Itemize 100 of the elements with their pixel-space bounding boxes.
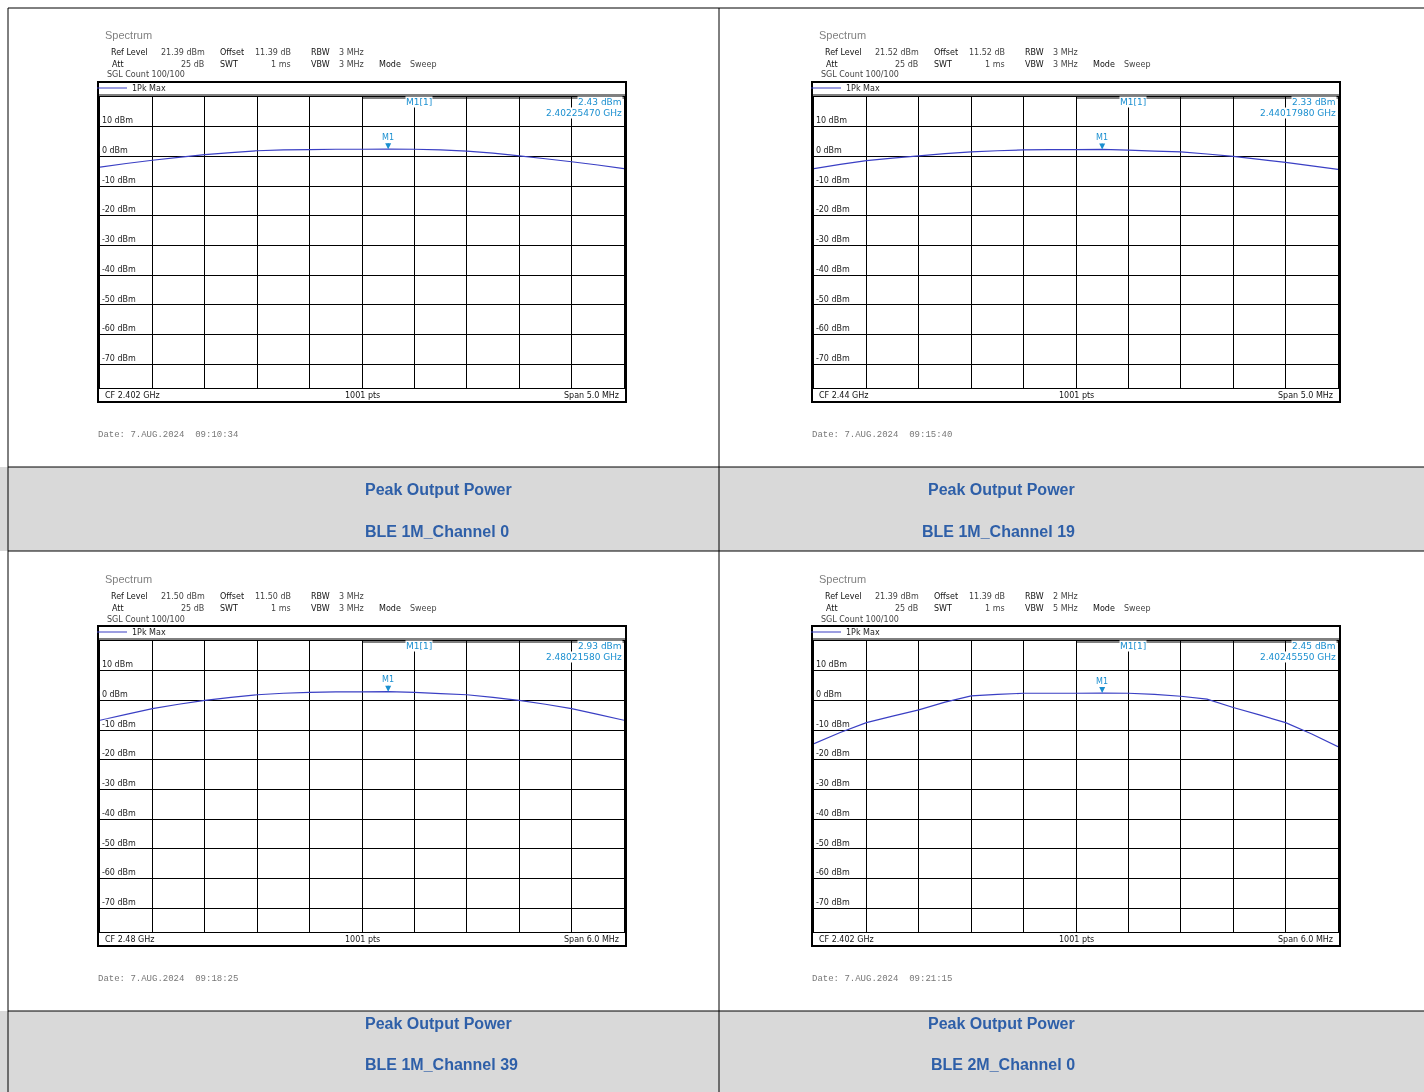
- text: VBW: [1025, 604, 1044, 613]
- y-tick-label: -30 dBm: [815, 779, 851, 789]
- text: 11.39 dB: [969, 592, 1006, 601]
- y-tick-label: -70 dBm: [101, 897, 137, 907]
- text: Peak Output Power: [365, 481, 512, 498]
- y-tick-label: -60 dBm: [101, 868, 137, 878]
- text: 11.39 dB: [255, 48, 292, 57]
- text: Att: [826, 60, 838, 69]
- text: Ref Level: [825, 48, 862, 57]
- annotation: M1: [382, 675, 394, 684]
- y-tick-label: -60 dBm: [815, 324, 851, 334]
- text: SGL Count 100/100: [107, 70, 185, 79]
- y-tick-label: -20 dBm: [101, 205, 137, 215]
- text: SWT: [934, 60, 952, 69]
- text: Offset: [934, 48, 959, 57]
- annotation: M1: [1096, 133, 1108, 142]
- y-tick-label: -70 dBm: [101, 353, 137, 363]
- text: 21.39 dBm: [161, 48, 206, 57]
- text: Span 6.0 MHz: [1278, 935, 1334, 944]
- annotation: 2.40245550 GHz: [1260, 652, 1336, 662]
- text: 3 MHz: [339, 604, 364, 613]
- annotation: M1: [382, 133, 394, 142]
- text: SGL Count 100/100: [107, 615, 185, 624]
- text: 11.50 dB: [255, 592, 292, 601]
- text: Offset: [934, 592, 959, 601]
- text: SGL Count 100/100: [821, 615, 899, 624]
- y-tick-label: -40 dBm: [101, 808, 137, 818]
- annotation: M1[1]: [1120, 97, 1147, 107]
- y-tick-label: -40 dBm: [101, 264, 137, 274]
- annotation: 2.45 dBm: [1292, 641, 1336, 651]
- y-tick-label: -10 dBm: [101, 719, 137, 729]
- text: 1001 pts: [345, 391, 381, 400]
- y-tick-label: -50 dBm: [101, 838, 137, 848]
- y-tick-label: -50 dBm: [101, 294, 137, 304]
- annotation: 2.33 dBm: [1292, 97, 1336, 107]
- text: 3 MHz: [339, 48, 364, 57]
- y-tick-label: -70 dBm: [815, 353, 851, 363]
- text: 3 MHz: [1053, 48, 1078, 57]
- text: 25 dB: [181, 60, 205, 69]
- y-tick-label: -10 dBm: [101, 175, 137, 185]
- text: Span 6.0 MHz: [564, 935, 620, 944]
- y-tick-label: 0 dBm: [101, 690, 129, 700]
- text: CF 2.48 GHz: [105, 935, 155, 944]
- text: 2 MHz: [1053, 592, 1078, 601]
- y-tick-label: -30 dBm: [815, 235, 851, 245]
- text: VBW: [311, 60, 330, 69]
- y-tick-label: -10 dBm: [815, 175, 851, 185]
- annotation: M1[1]: [406, 641, 433, 651]
- text: 25 dB: [895, 60, 919, 69]
- y-tick-label: 10 dBm: [815, 660, 848, 670]
- text: SWT: [934, 604, 952, 613]
- text: Ref Level: [111, 592, 148, 601]
- y-tick-label: -20 dBm: [101, 749, 137, 759]
- text: SWT: [220, 60, 238, 69]
- text: 21.52 dBm: [875, 48, 920, 57]
- y-tick-label: -10 dBm: [815, 719, 851, 729]
- text: RBW: [1025, 48, 1044, 57]
- text: Att: [112, 604, 124, 613]
- legend-label: 1Pk Max: [132, 628, 166, 638]
- y-tick-label: 0 dBm: [101, 146, 129, 156]
- text: Offset: [220, 48, 245, 57]
- legend-label: 1Pk Max: [132, 84, 166, 94]
- text: RBW: [1025, 592, 1044, 601]
- annotation: 2.43 dBm: [578, 97, 622, 107]
- y-tick-label: 0 dBm: [815, 690, 843, 700]
- text: Spectrum: [105, 573, 153, 585]
- text: 1001 pts: [1059, 391, 1095, 400]
- text: Date: 7.AUG.2024 09:21:15: [812, 974, 953, 984]
- text: SWT: [220, 604, 238, 613]
- text: CF 2.402 GHz: [105, 391, 160, 400]
- text: BLE 1M_Channel 19: [922, 523, 1076, 540]
- text: Span 5.0 MHz: [564, 391, 620, 400]
- y-tick-label: 10 dBm: [101, 660, 134, 670]
- text: BLE 1M_Channel 0: [365, 523, 510, 540]
- text: Peak Output Power: [365, 1015, 512, 1032]
- text: 21.50 dBm: [161, 592, 206, 601]
- y-tick-label: -70 dBm: [815, 897, 851, 907]
- text: 1001 pts: [1059, 935, 1095, 944]
- annotation: M1[1]: [1120, 641, 1147, 651]
- text: Spectrum: [105, 29, 153, 41]
- text: Mode: [1093, 60, 1115, 69]
- text: BLE 2M_Channel 0: [931, 1056, 1076, 1073]
- text: 3 MHz: [1053, 60, 1078, 69]
- text: 21.39 dBm: [875, 592, 920, 601]
- text: RBW: [311, 48, 330, 57]
- text: 1 ms: [271, 604, 291, 613]
- text: Sweep: [410, 604, 437, 613]
- text: Offset: [220, 592, 245, 601]
- text: Sweep: [410, 60, 437, 69]
- text: Spectrum: [819, 573, 867, 585]
- text: BLE 1M_Channel 39: [365, 1056, 519, 1073]
- y-tick-label: -20 dBm: [815, 205, 851, 215]
- text: 11.52 dB: [969, 48, 1006, 57]
- text: 1 ms: [985, 604, 1005, 613]
- annotation: 2.48021580 GHz: [546, 652, 622, 662]
- y-tick-label: 10 dBm: [815, 116, 848, 126]
- text: 3 MHz: [339, 592, 364, 601]
- annotation: M1[1]: [406, 97, 433, 107]
- text: Spectrum: [819, 29, 867, 41]
- y-tick-label: -20 dBm: [815, 749, 851, 759]
